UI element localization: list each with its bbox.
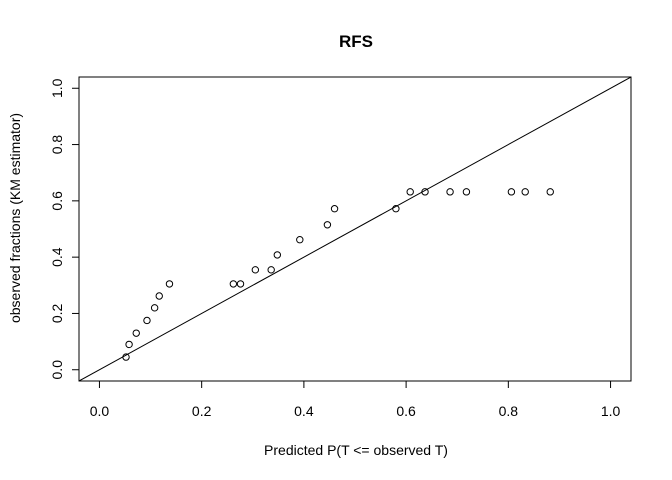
x-tick-label: 0.4 bbox=[294, 403, 314, 419]
data-point bbox=[267, 266, 275, 274]
y-axis-label: observed fractions (KM estimator) bbox=[7, 113, 23, 323]
data-point bbox=[392, 205, 400, 213]
y-tick-label: 0.6 bbox=[49, 191, 65, 211]
data-point bbox=[150, 304, 159, 312]
x-axis-label: Predicted P(T <= observed T) bbox=[264, 442, 448, 458]
data-point bbox=[330, 205, 339, 213]
data-point bbox=[229, 280, 238, 288]
data-point bbox=[155, 292, 163, 300]
y-tick-label: 0.8 bbox=[49, 135, 65, 155]
reference-diagonal-line bbox=[79, 77, 631, 381]
data-point bbox=[446, 188, 454, 196]
x-tick-label: 0.2 bbox=[192, 403, 212, 419]
chart-title: RFS bbox=[339, 32, 373, 51]
data-point bbox=[251, 266, 260, 274]
data-point bbox=[122, 353, 130, 361]
y-axis: 0.0 0.2 0.4 0.6 0.8 1.0 bbox=[49, 78, 80, 380]
y-tick-label: 0.2 bbox=[49, 304, 65, 324]
y-tick-label: 0.4 bbox=[49, 247, 65, 267]
data-point bbox=[165, 280, 174, 288]
data-point bbox=[132, 329, 140, 337]
points-layer bbox=[122, 188, 554, 361]
data-point bbox=[507, 188, 516, 196]
data-point bbox=[546, 188, 554, 196]
data-point bbox=[143, 316, 151, 325]
data-point bbox=[421, 188, 429, 196]
data-point bbox=[296, 235, 304, 244]
data-point bbox=[521, 188, 529, 196]
data-point bbox=[462, 188, 471, 196]
x-axis: 0.0 0.2 0.4 0.6 0.8 1.0 bbox=[90, 380, 621, 419]
data-point bbox=[125, 340, 133, 349]
data-point bbox=[236, 280, 245, 288]
data-point bbox=[406, 188, 414, 196]
x-tick-label: 0.0 bbox=[90, 403, 110, 419]
reference-line-layer bbox=[79, 77, 631, 381]
x-tick-label: 0.6 bbox=[396, 403, 416, 419]
y-tick-label: 1.0 bbox=[49, 78, 65, 98]
x-tick-label: 0.8 bbox=[499, 403, 519, 419]
data-point bbox=[323, 221, 332, 229]
x-tick-label: 1.0 bbox=[601, 403, 621, 419]
data-point bbox=[273, 251, 282, 259]
y-tick-label: 0.0 bbox=[49, 360, 65, 380]
